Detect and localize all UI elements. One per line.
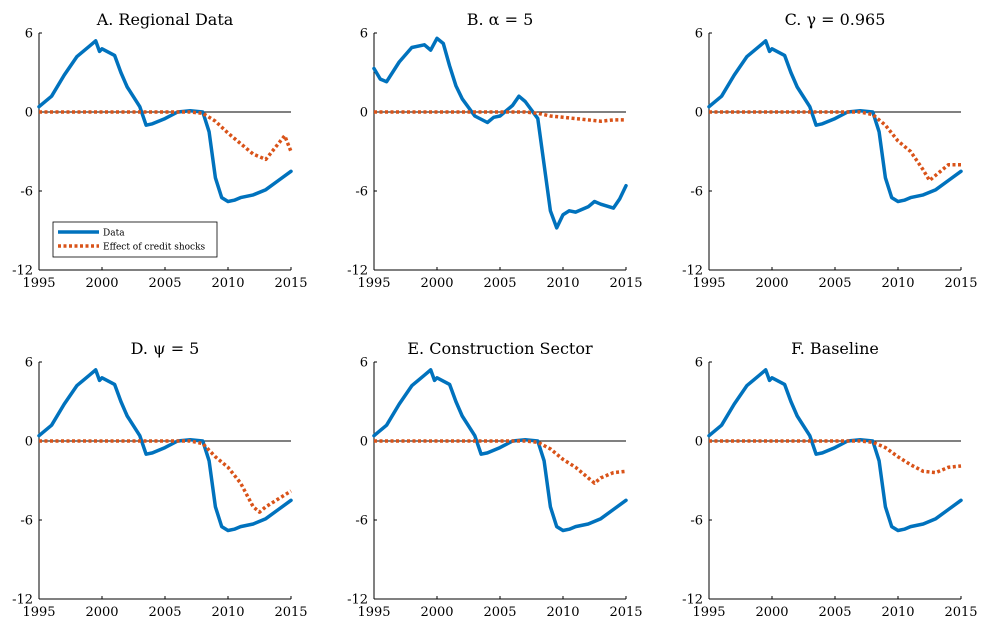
x-tick-label: 2005	[818, 276, 851, 291]
x-tick-label: 2015	[944, 276, 977, 291]
y-tick-label: -6	[690, 514, 703, 529]
x-tick-label: 2010	[881, 605, 914, 620]
panel-title: D. ψ = 5	[131, 339, 200, 358]
series-line-credit-shocks	[374, 110, 626, 123]
x-tick-label: 2000	[420, 276, 453, 291]
y-tick-label: 6	[25, 356, 33, 371]
y-tick-label: 6	[360, 27, 368, 42]
x-tick-label: 2015	[609, 605, 642, 620]
y-tick-label: -6	[355, 185, 368, 200]
panel-title: C. γ = 0.965	[785, 10, 886, 29]
series-line-credit-shocks	[39, 110, 293, 162]
panel-title: A. Regional Data	[96, 10, 234, 29]
series-line-data	[37, 368, 293, 533]
y-tick-label: 6	[360, 356, 368, 371]
panel-title: E. Construction Sector	[407, 339, 593, 358]
legend-box	[52, 221, 218, 258]
y-tick-label: 0	[25, 106, 33, 121]
x-tick-label: 1995	[22, 276, 55, 291]
x-tick-label: 1995	[692, 605, 725, 620]
panel-title: F. Baseline	[791, 339, 879, 358]
series-line-credit-shocks	[709, 110, 961, 183]
y-tick-label: -12	[347, 593, 368, 608]
x-tick-label: 2015	[944, 605, 977, 620]
legend-label: Effect of credit shocks	[103, 243, 206, 253]
y-tick-label: 0	[25, 435, 33, 450]
x-tick-label: 2010	[546, 276, 579, 291]
y-tick-label: 6	[25, 27, 33, 42]
x-tick-label: 1995	[22, 605, 55, 620]
x-tick-label: 2005	[483, 276, 516, 291]
x-tick-label: 1995	[357, 605, 390, 620]
x-tick-label: 2015	[274, 605, 307, 620]
y-tick-label: -6	[20, 185, 33, 200]
series-line-credit-shocks	[709, 439, 962, 475]
y-tick-label: -12	[682, 264, 703, 279]
x-tick-label: 2010	[211, 605, 244, 620]
y-tick-label: 6	[695, 356, 703, 371]
y-tick-label: -12	[682, 593, 703, 608]
series-line-data	[372, 36, 628, 230]
series-line-data	[707, 39, 963, 204]
x-tick-label: 2010	[881, 276, 914, 291]
series-line-data	[37, 39, 293, 204]
x-tick-label: 2000	[755, 276, 788, 291]
x-tick-label: 2005	[818, 605, 851, 620]
x-tick-label: 2015	[274, 276, 307, 291]
y-tick-label: 0	[360, 435, 368, 450]
x-tick-label: 2000	[420, 605, 453, 620]
x-tick-label: 2000	[85, 605, 118, 620]
y-tick-label: -6	[690, 185, 703, 200]
y-tick-label: -12	[347, 264, 368, 279]
x-tick-label: 2010	[211, 276, 244, 291]
legend: Data Effect of credit shocks	[52, 221, 218, 258]
y-tick-label: 0	[695, 106, 703, 121]
series-line-data	[372, 368, 628, 533]
y-tick-label: 0	[695, 435, 703, 450]
y-tick-label: -12	[12, 264, 33, 279]
series-line-credit-shocks	[374, 439, 627, 485]
x-tick-label: 2000	[85, 276, 118, 291]
panel-title: B. α = 5	[467, 10, 534, 29]
x-tick-label: 2005	[483, 605, 516, 620]
y-tick-label: -6	[355, 514, 368, 529]
y-tick-label: -12	[12, 593, 33, 608]
x-tick-label: 2015	[609, 276, 642, 291]
x-tick-label: 1995	[357, 276, 390, 291]
x-tick-label: 2005	[148, 276, 181, 291]
series-line-credit-shocks	[39, 439, 292, 514]
x-tick-label: 2000	[755, 605, 788, 620]
y-tick-label: -6	[20, 514, 33, 529]
x-tick-label: 1995	[692, 276, 725, 291]
x-tick-label: 2010	[546, 605, 579, 620]
legend-label: Data	[103, 229, 125, 239]
series-line-data	[707, 368, 963, 533]
x-tick-label: 2005	[148, 605, 181, 620]
y-tick-label: 0	[360, 106, 368, 121]
y-tick-label: 6	[695, 27, 703, 42]
